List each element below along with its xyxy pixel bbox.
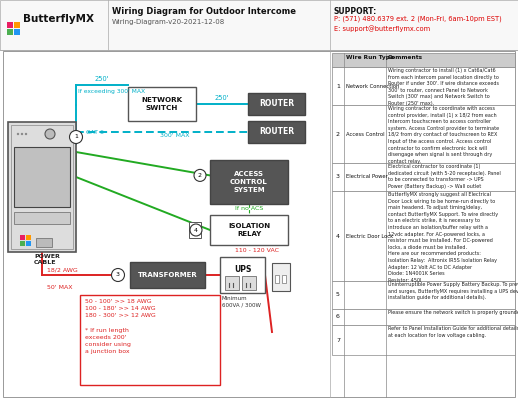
- Text: Electrical Power: Electrical Power: [346, 174, 388, 180]
- Bar: [248, 93, 305, 115]
- Bar: [20, 241, 25, 246]
- Text: 50 - 100' >> 18 AWG
100 - 180' >> 14 AWG
180 - 300' >> 12 AWG

* If run length
e: 50 - 100' >> 18 AWG 100 - 180' >> 14 AWG…: [85, 299, 156, 354]
- Text: ACCESS
CONTROL
SYSTEM: ACCESS CONTROL SYSTEM: [230, 172, 268, 192]
- Text: ISOLATION
RELAY: ISOLATION RELAY: [228, 223, 270, 237]
- Text: 7: 7: [336, 338, 340, 342]
- Text: 50' MAX: 50' MAX: [47, 285, 73, 290]
- Text: Wiring contractor to install (1) x Cat6a/Cat6
from each intercom panel location : Wiring contractor to install (1) x Cat6a…: [388, 68, 499, 106]
- Text: Uninterruptible Power Supply Battery Backup. To prevent voltage drops
and surges: Uninterruptible Power Supply Battery Bac…: [388, 282, 518, 300]
- Text: Network Connection: Network Connection: [346, 84, 399, 88]
- Text: Comments: Comments: [388, 55, 423, 60]
- Bar: [189, 222, 201, 238]
- Text: Wiring Diagram for Outdoor Intercome: Wiring Diagram for Outdoor Intercome: [112, 7, 296, 16]
- Text: Wiring-Diagram-v20-2021-12-08: Wiring-Diagram-v20-2021-12-08: [112, 19, 225, 25]
- Bar: [3, 51, 515, 397]
- Text: UPS: UPS: [234, 265, 251, 274]
- Text: Electrical contractor to coordinate (1)
dedicated circuit (with 5-20 receptacle): Electrical contractor to coordinate (1) …: [388, 164, 501, 189]
- Bar: [210, 215, 288, 245]
- Bar: [332, 325, 515, 355]
- Bar: [36, 238, 52, 247]
- Bar: [7, 29, 13, 35]
- Text: 110 - 120 VAC: 110 - 120 VAC: [235, 248, 279, 253]
- Text: ButterflyMX strongly suggest all Electrical
Door Lock wiring to be home-run dire: ButterflyMX strongly suggest all Electri…: [388, 192, 498, 283]
- Text: E: support@butterflymx.com: E: support@butterflymx.com: [334, 25, 430, 32]
- Bar: [282, 275, 286, 283]
- Bar: [210, 160, 288, 204]
- Text: Access Control: Access Control: [346, 132, 385, 136]
- Text: If no ACS: If no ACS: [235, 206, 263, 211]
- Text: ROUTER: ROUTER: [259, 100, 294, 108]
- Bar: [11, 125, 73, 249]
- Text: 3: 3: [116, 272, 120, 278]
- Bar: [225, 276, 239, 290]
- Bar: [130, 262, 205, 288]
- Bar: [332, 191, 515, 281]
- Text: P: (571) 480.6379 ext. 2 (Mon-Fri, 6am-10pm EST): P: (571) 480.6379 ext. 2 (Mon-Fri, 6am-1…: [334, 16, 502, 22]
- Bar: [332, 67, 515, 105]
- Text: ROUTER: ROUTER: [259, 128, 294, 136]
- Text: Wire Run Type: Wire Run Type: [346, 55, 394, 60]
- Bar: [220, 257, 265, 293]
- Bar: [26, 241, 31, 246]
- Text: ButterflyMX: ButterflyMX: [23, 14, 94, 24]
- Text: 4: 4: [194, 228, 198, 232]
- Text: 2: 2: [198, 173, 202, 178]
- Bar: [332, 281, 515, 309]
- Bar: [7, 22, 13, 28]
- Text: 3: 3: [336, 174, 340, 180]
- Text: 250': 250': [95, 76, 109, 82]
- Bar: [14, 147, 70, 207]
- Text: Please ensure the network switch is properly grounded.: Please ensure the network switch is prop…: [388, 310, 518, 315]
- Text: 300' MAX: 300' MAX: [160, 133, 190, 138]
- Bar: [14, 212, 70, 224]
- Bar: [332, 309, 515, 325]
- Circle shape: [45, 129, 55, 139]
- Text: CAT 6: CAT 6: [86, 130, 104, 135]
- Text: Wiring contractor to coordinate with access
control provider, install (1) x 18/2: Wiring contractor to coordinate with acc…: [388, 106, 499, 164]
- Bar: [332, 105, 515, 163]
- Circle shape: [17, 133, 19, 135]
- Bar: [128, 87, 196, 121]
- Text: 250': 250': [214, 95, 229, 101]
- Text: 2: 2: [336, 132, 340, 136]
- Bar: [26, 235, 31, 240]
- Bar: [332, 53, 515, 67]
- Bar: [272, 263, 290, 291]
- Circle shape: [190, 224, 202, 236]
- Bar: [0, 0, 518, 50]
- Text: Refer to Panel Installation Guide for additional details. Leave 6' service loop
: Refer to Panel Installation Guide for ad…: [388, 326, 518, 338]
- Text: If exceeding 300' MAX: If exceeding 300' MAX: [78, 89, 145, 94]
- Text: TRANSFORMER: TRANSFORMER: [138, 272, 197, 278]
- Text: 6: 6: [336, 314, 340, 320]
- Text: 5: 5: [336, 292, 340, 298]
- Text: 1: 1: [74, 134, 78, 140]
- Bar: [14, 29, 20, 35]
- Text: Electric Door Lock: Electric Door Lock: [346, 234, 393, 238]
- Circle shape: [194, 169, 206, 182]
- Bar: [275, 275, 279, 283]
- Bar: [242, 276, 256, 290]
- Bar: [332, 163, 515, 191]
- Text: 4: 4: [336, 234, 340, 238]
- Bar: [14, 22, 20, 28]
- Text: Minimum
600VA / 300W: Minimum 600VA / 300W: [222, 296, 261, 307]
- Circle shape: [69, 130, 82, 144]
- Bar: [80, 295, 220, 385]
- Bar: [248, 121, 305, 143]
- Text: 1: 1: [336, 84, 340, 88]
- Text: 18/2 AWG: 18/2 AWG: [47, 267, 78, 272]
- Text: POWER
CABLE: POWER CABLE: [34, 254, 60, 265]
- Bar: [8, 122, 76, 252]
- Text: NETWORK
SWITCH: NETWORK SWITCH: [141, 97, 182, 111]
- Circle shape: [111, 268, 124, 282]
- Bar: [20, 235, 25, 240]
- Circle shape: [21, 133, 23, 135]
- Text: SUPPORT:: SUPPORT:: [334, 7, 377, 16]
- Circle shape: [25, 133, 27, 135]
